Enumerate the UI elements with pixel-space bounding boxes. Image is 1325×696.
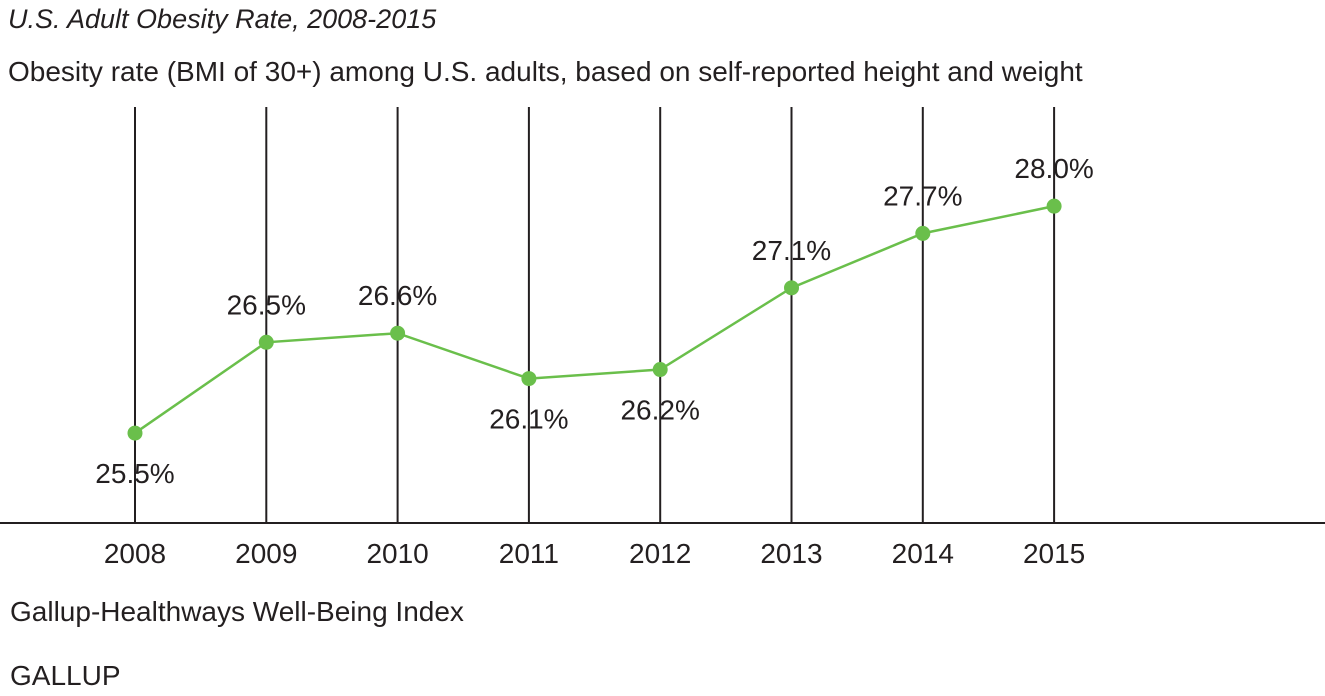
- x-tick-label-2008: 2008: [104, 538, 166, 569]
- x-tick-label-2012: 2012: [629, 538, 691, 569]
- data-point-2008: [127, 425, 143, 441]
- data-point-2012: [652, 362, 668, 378]
- x-tick-label-2014: 2014: [892, 538, 954, 569]
- x-tick-label-2013: 2013: [760, 538, 822, 569]
- data-point-2010: [390, 325, 406, 341]
- data-label-2009: 26.5%: [227, 289, 306, 320]
- x-tick-label-2009: 2009: [235, 538, 297, 569]
- chart-subtitle: Obesity rate (BMI of 30+) among U.S. adu…: [8, 56, 1083, 87]
- data-label-2011: 26.1%: [489, 404, 568, 435]
- data-point-2014: [915, 225, 931, 241]
- source-note: Gallup-Healthways Well-Being Index: [10, 596, 464, 627]
- data-label-2008: 25.5%: [95, 458, 174, 489]
- series-layer: 25.5% 26.5% 26.6% 26.1% 26.2% 27.1% 27.7% 28.0%: [95, 153, 1094, 489]
- data-label-2014: 27.7%: [883, 180, 962, 211]
- data-label-2013: 27.1%: [752, 235, 831, 266]
- series-line: [134, 204, 1055, 435]
- data-label-2010: 26.6%: [358, 280, 437, 311]
- data-point-2015: [1046, 198, 1062, 214]
- x-tick-label-2010: 2010: [366, 538, 428, 569]
- data-label-2012: 26.2%: [620, 395, 699, 426]
- data-label-2015: 28.0%: [1014, 153, 1093, 184]
- data-point-2011: [521, 371, 537, 387]
- x-tick-label-2011: 2011: [499, 538, 559, 569]
- vertical-gridlines: [134, 107, 1056, 523]
- x-tick-labels: 2008 2009 2010 2011 2012 2013 2014 2015: [104, 538, 1085, 569]
- brand-label: GALLUP: [10, 660, 121, 691]
- x-tick-label-2015: 2015: [1023, 538, 1085, 569]
- data-point-2013: [784, 280, 799, 296]
- data-point-2009: [258, 334, 274, 350]
- chart-title: U.S. Adult Obesity Rate, 2008-2015: [8, 4, 437, 34]
